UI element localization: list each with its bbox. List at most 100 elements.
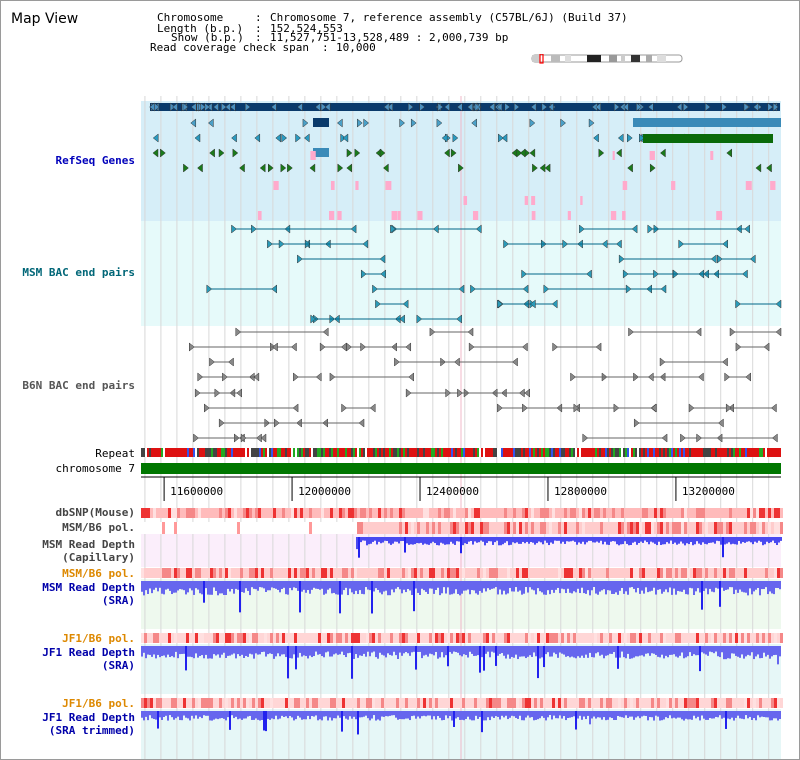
depth-bar [465,711,467,719]
depth-bar [707,646,709,656]
pol-cell [231,508,234,518]
pol-cell [279,698,282,708]
refseq-pseudo [330,181,335,190]
pol-cell [276,522,279,534]
depth-bar [681,646,683,653]
pol-cell [501,698,504,708]
b6n-bac-end [775,327,782,337]
refseq-exon [766,163,772,173]
depth-bar [527,646,529,657]
depth-bar [373,581,375,592]
pol-cell [708,698,711,708]
pol-cell [183,633,186,643]
pol-cell [441,633,444,643]
pol-cell [759,508,762,518]
depth-bar [521,711,523,721]
pol-cell [624,568,627,578]
repeat-block [333,448,335,457]
pol-cell [570,633,573,643]
pol-cell [645,522,648,534]
pol-cell [663,568,666,578]
pol-cell [618,633,621,643]
chromosome-ideogram[interactable] [531,54,685,64]
depth-bar [611,646,613,654]
b6n-bac-end [341,403,347,413]
depth-bar [775,646,777,655]
depth-bar [549,646,551,657]
repeat-block [161,448,163,457]
depth-bar [733,711,735,721]
depth-bar [753,646,755,660]
pol-cell [675,698,678,708]
show-label: Show (b.p.) [171,31,244,44]
depth-bar [695,581,697,592]
repeat-block [261,448,263,457]
depth-bar [666,537,668,543]
depth-bar [143,646,145,653]
depth-bar [667,646,669,658]
repeat-block [755,448,757,457]
depth-bar [635,646,637,657]
depth-bar [311,581,313,590]
pol-cell [324,522,327,534]
depth-bar [173,711,175,720]
depth-bar [402,537,404,541]
depth-bar [699,711,701,721]
pol-cell [195,568,198,578]
depth-bar [715,581,717,588]
depth-bar [461,581,463,594]
depth-bar [478,537,480,543]
pol-cell [255,508,258,518]
depth-bar [557,711,559,719]
refseq-exon [320,102,327,112]
b6n-bac-end [573,403,580,413]
pol-cell [768,508,771,518]
pol-cell [696,522,699,534]
pol-cell [147,633,150,643]
depth-bar [505,646,507,659]
depth-bar [767,711,769,718]
refseq-exon [354,148,361,158]
depth-bar [553,646,555,653]
pol-cell [702,508,705,518]
msm-bac-end [470,284,476,294]
refseq-pseudo [257,211,262,220]
pol-cell [516,633,519,643]
repeat-block [319,448,321,457]
depth-bar [597,711,599,718]
depth-bar [717,646,719,657]
repeat-block [699,448,701,457]
refseq-exon [598,148,605,158]
pol-cell [531,633,534,643]
repeat-block [533,448,535,457]
depth-bar [223,581,225,595]
pol-cell [342,508,345,518]
repeat-block [649,448,651,457]
pol-cell [249,568,252,578]
depth-bar [408,537,410,545]
pol-cell [456,698,459,708]
msm-bac-end [631,224,638,234]
depth-bar [551,711,553,720]
depth-bar [567,711,569,718]
pol-cell [657,508,660,518]
pol-cell [468,633,471,643]
pol-cell [681,508,684,518]
depth-bar [251,646,253,655]
depth-bar [641,711,643,717]
depth-bar [351,711,353,719]
depth-bar [535,646,537,657]
pol-cell [207,508,210,518]
pol-cell [237,633,240,643]
depth-bar [329,581,331,589]
depth-bar [339,581,341,614]
depth-bar [283,581,285,588]
depth-bar [281,711,283,716]
depth-bar [619,581,621,591]
depth-bar [589,711,591,725]
depth-bar [494,537,496,543]
pol-cell [396,568,399,578]
depth-bar [747,646,749,655]
depth-bar [541,646,543,658]
